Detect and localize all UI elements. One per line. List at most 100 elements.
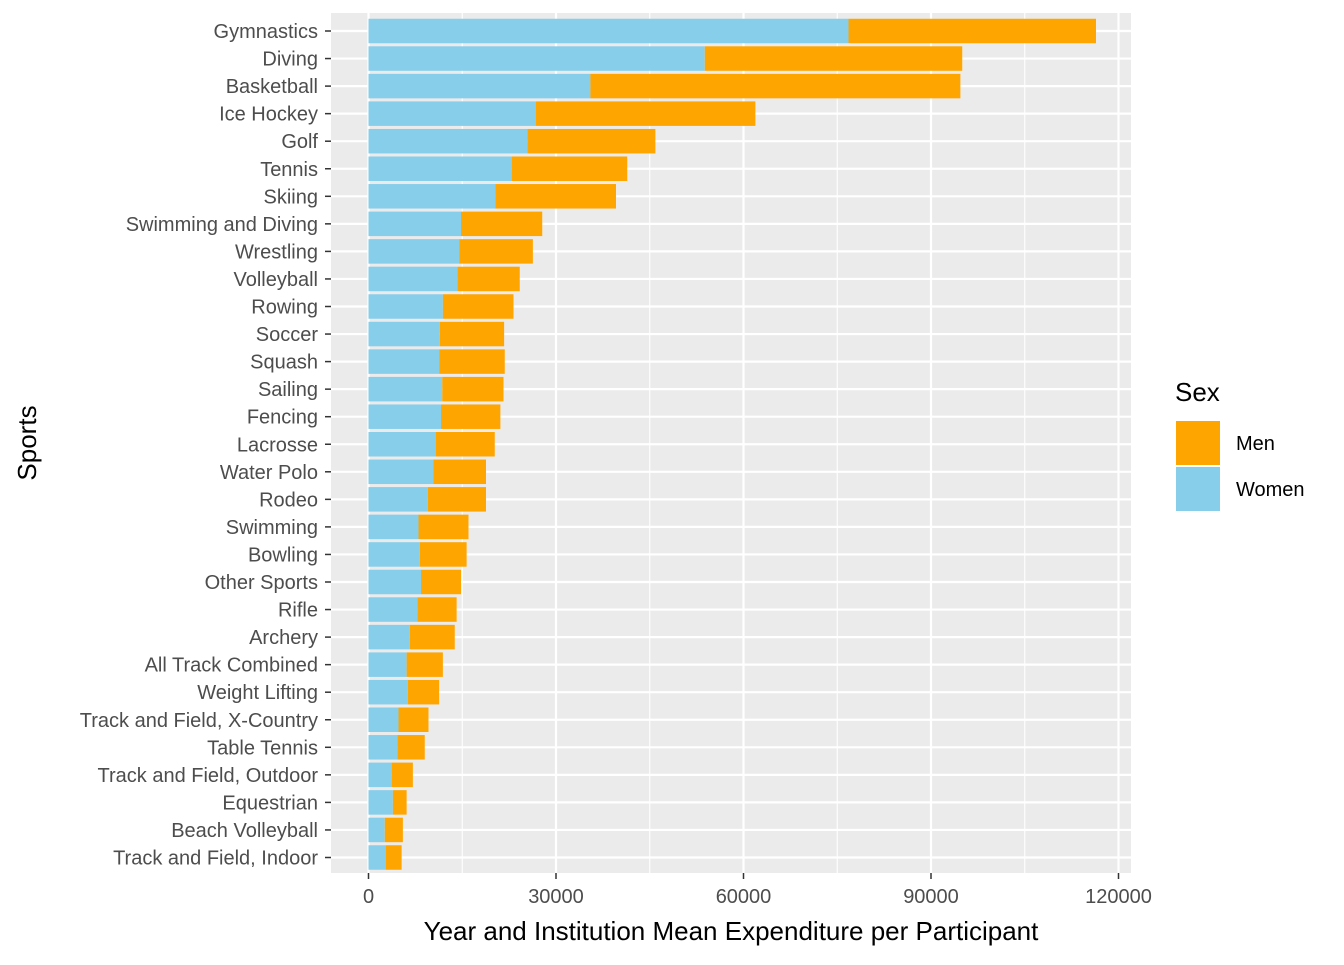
bar-men <box>409 624 455 650</box>
bar-women <box>368 707 399 732</box>
bar-women <box>368 128 528 154</box>
bar-women <box>368 624 410 650</box>
y-tick-label: Squash <box>250 352 318 374</box>
bar-men <box>461 211 543 237</box>
y-tick-label: Table Tennis <box>207 737 318 759</box>
x-tick-label: 60000 <box>716 886 772 908</box>
bar-women <box>368 459 434 485</box>
bar-men <box>459 239 533 264</box>
bar-men <box>704 46 963 71</box>
bar-men <box>419 542 467 567</box>
bar-men <box>511 156 628 181</box>
legend: Sex Men Women <box>1175 377 1305 512</box>
y-tick-label: Bowling <box>248 544 318 566</box>
bar-women <box>368 652 407 677</box>
x-tick-label: 0 <box>363 886 374 908</box>
bar-women <box>368 239 460 264</box>
bar-men <box>536 101 756 126</box>
y-axis: Gymnastics Diving Basketball Ice Hockey Golf… <box>80 21 331 870</box>
legend-label-men: Men <box>1236 433 1275 455</box>
y-tick-label: Ice Hockey <box>219 104 318 126</box>
bar-men <box>436 432 495 457</box>
bar-men <box>848 18 1096 44</box>
bar-men <box>418 514 469 540</box>
y-tick-label: Track and Field, Outdoor <box>98 765 319 787</box>
y-tick-label: Beach Volleyball <box>171 820 318 842</box>
bar-women <box>368 376 443 402</box>
bar-men <box>590 73 961 99</box>
bar-women <box>368 762 392 788</box>
legend-key-women <box>1176 467 1220 511</box>
y-tick-label: Archery <box>249 627 318 649</box>
x-axis: 0 30000 60000 90000 120000 <box>363 873 1152 908</box>
bar-women <box>368 321 440 347</box>
y-tick-label: Skiing <box>264 186 318 208</box>
bar-women <box>368 845 386 870</box>
bar-women <box>368 18 849 44</box>
y-tick-label: Rodeo <box>259 489 318 511</box>
bar-men <box>417 597 457 622</box>
y-tick-label: Swimming <box>226 517 318 539</box>
bar-women <box>368 432 436 457</box>
bar-men <box>439 349 505 374</box>
bar-women <box>368 679 408 705</box>
x-tick-label: 30000 <box>528 886 584 908</box>
bar-women <box>368 597 418 622</box>
bar-men <box>406 652 443 677</box>
bar-men <box>457 266 520 292</box>
bar-women <box>368 514 419 540</box>
y-tick-label: Other Sports <box>205 572 318 594</box>
bar-women <box>368 817 385 843</box>
y-tick-label: Golf <box>281 131 318 153</box>
bar-women <box>368 487 428 512</box>
bar-women <box>368 266 458 292</box>
y-tick-label: Rifle <box>278 600 318 622</box>
bar-women <box>368 349 440 374</box>
y-tick-label: Track and Field, X-Country <box>80 710 318 732</box>
y-tick-label: Basketball <box>226 76 318 98</box>
bar-men <box>495 184 616 209</box>
y-tick-label: Swimming and Diving <box>126 214 318 236</box>
bar-men <box>398 707 429 732</box>
bar-men <box>421 569 461 595</box>
y-tick-label: Sailing <box>258 379 318 401</box>
bar-men <box>427 487 486 512</box>
bar-men <box>391 762 413 788</box>
bar-women <box>368 46 705 71</box>
bar-women <box>368 569 421 595</box>
bar-women <box>368 101 536 126</box>
y-tick-label: Wrestling <box>235 241 318 263</box>
x-tick-label: 90000 <box>903 886 959 908</box>
bar-women <box>368 404 441 429</box>
legend-title: Sex <box>1175 377 1220 407</box>
x-axis-title: Year and Institution Mean Expenditure pe… <box>424 916 1040 946</box>
bar-men <box>397 735 425 760</box>
bar-women <box>368 790 393 815</box>
bar-women <box>368 184 496 209</box>
y-tick-label: Track and Field, Indoor <box>113 848 318 870</box>
y-tick-label: Rowing <box>251 297 318 319</box>
y-axis-title: Sports <box>12 405 42 480</box>
bar-men <box>442 376 504 402</box>
bar-men <box>384 817 403 843</box>
bar-men <box>386 845 402 870</box>
bar-women <box>368 294 443 319</box>
y-tick-label: Gymnastics <box>214 21 318 43</box>
y-tick-label: Fencing <box>247 407 318 429</box>
bar-women <box>368 73 591 99</box>
y-tick-label: Tennis <box>260 159 318 181</box>
bar-women <box>368 156 512 181</box>
y-tick-label: Lacrosse <box>237 434 318 456</box>
y-tick-label: Water Polo <box>220 462 318 484</box>
y-tick-label: Soccer <box>256 324 319 346</box>
legend-label-women: Women <box>1236 479 1305 501</box>
y-tick-label: Volleyball <box>233 269 318 291</box>
y-tick-label: Weight Lifting <box>197 682 318 704</box>
bar-men <box>433 459 486 485</box>
legend-key-men <box>1176 421 1220 465</box>
bar-men <box>439 321 505 347</box>
bar-men <box>441 404 501 429</box>
bar-men <box>442 294 514 319</box>
bar-men <box>407 679 440 705</box>
